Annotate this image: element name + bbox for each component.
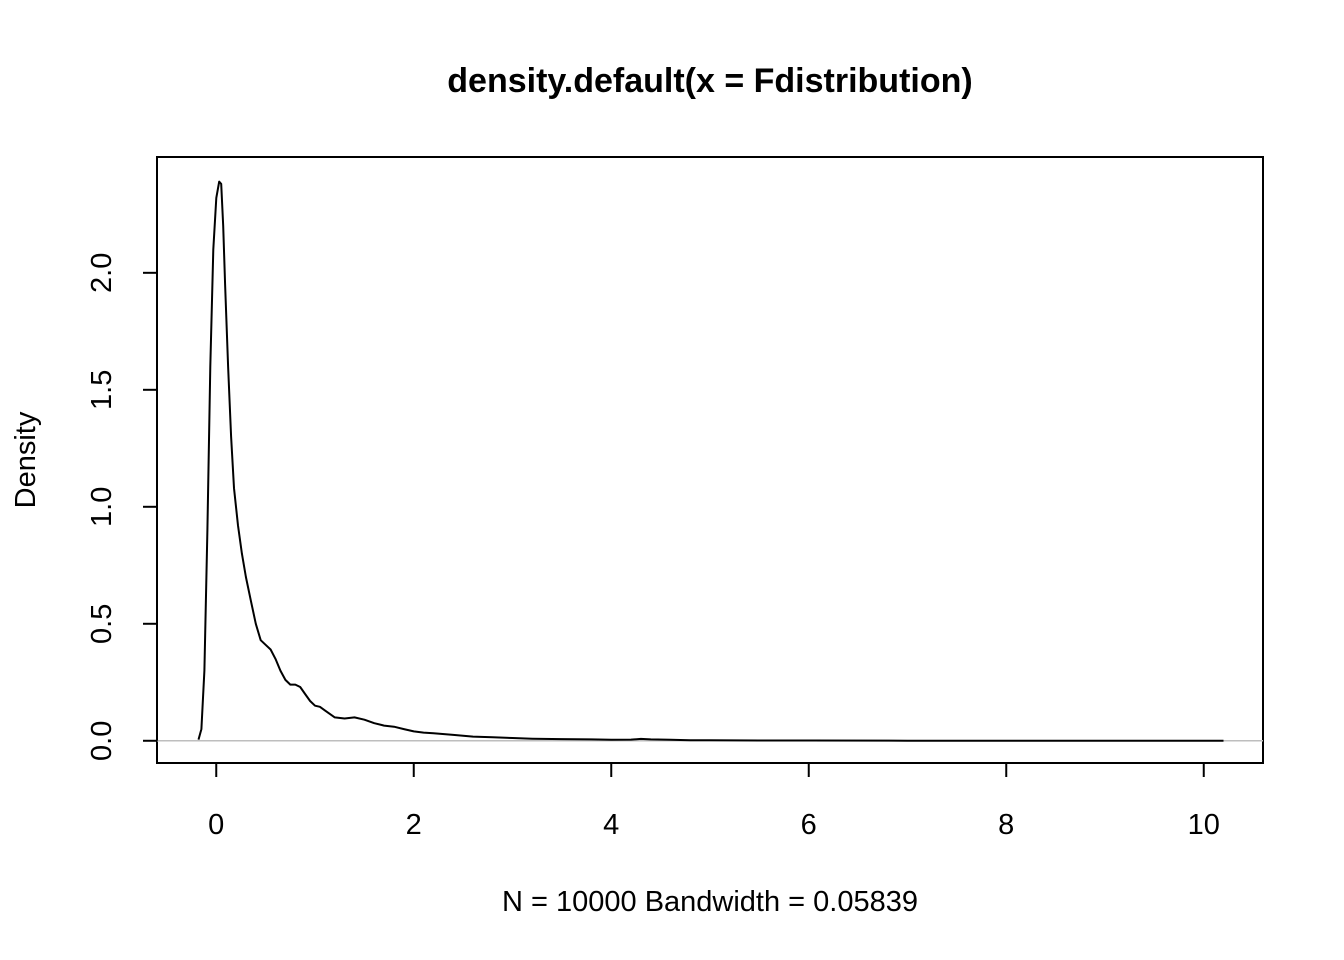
y-tick-label: 0.0 [86, 721, 118, 761]
y-tick-label: 1.5 [86, 370, 118, 410]
x-tick-label: 6 [801, 809, 817, 841]
y-tick-label: 0.5 [86, 604, 118, 644]
y-tick-label: 2.0 [86, 253, 118, 293]
plot-frame [156, 156, 1264, 764]
x-tick-label: 2 [406, 809, 422, 841]
x-tick-label: 8 [998, 809, 1014, 841]
y-axis-label: Density [10, 411, 42, 508]
y-axis: 0.0 0.5 1.0 1.5 2.0 [86, 253, 158, 761]
chart-title: density.default(x = Fdistribution) [447, 62, 972, 100]
x-tick-label: 4 [603, 809, 619, 841]
x-axis-label: N = 10000 Bandwidth = 0.05839 [502, 886, 918, 918]
x-tick-label: 0 [208, 809, 224, 841]
x-axis: 0 2 4 6 8 10 [208, 762, 1220, 841]
x-tick-label: 10 [1188, 809, 1220, 841]
y-tick-label: 1.0 [86, 487, 118, 527]
density-curve [197, 180, 1224, 742]
